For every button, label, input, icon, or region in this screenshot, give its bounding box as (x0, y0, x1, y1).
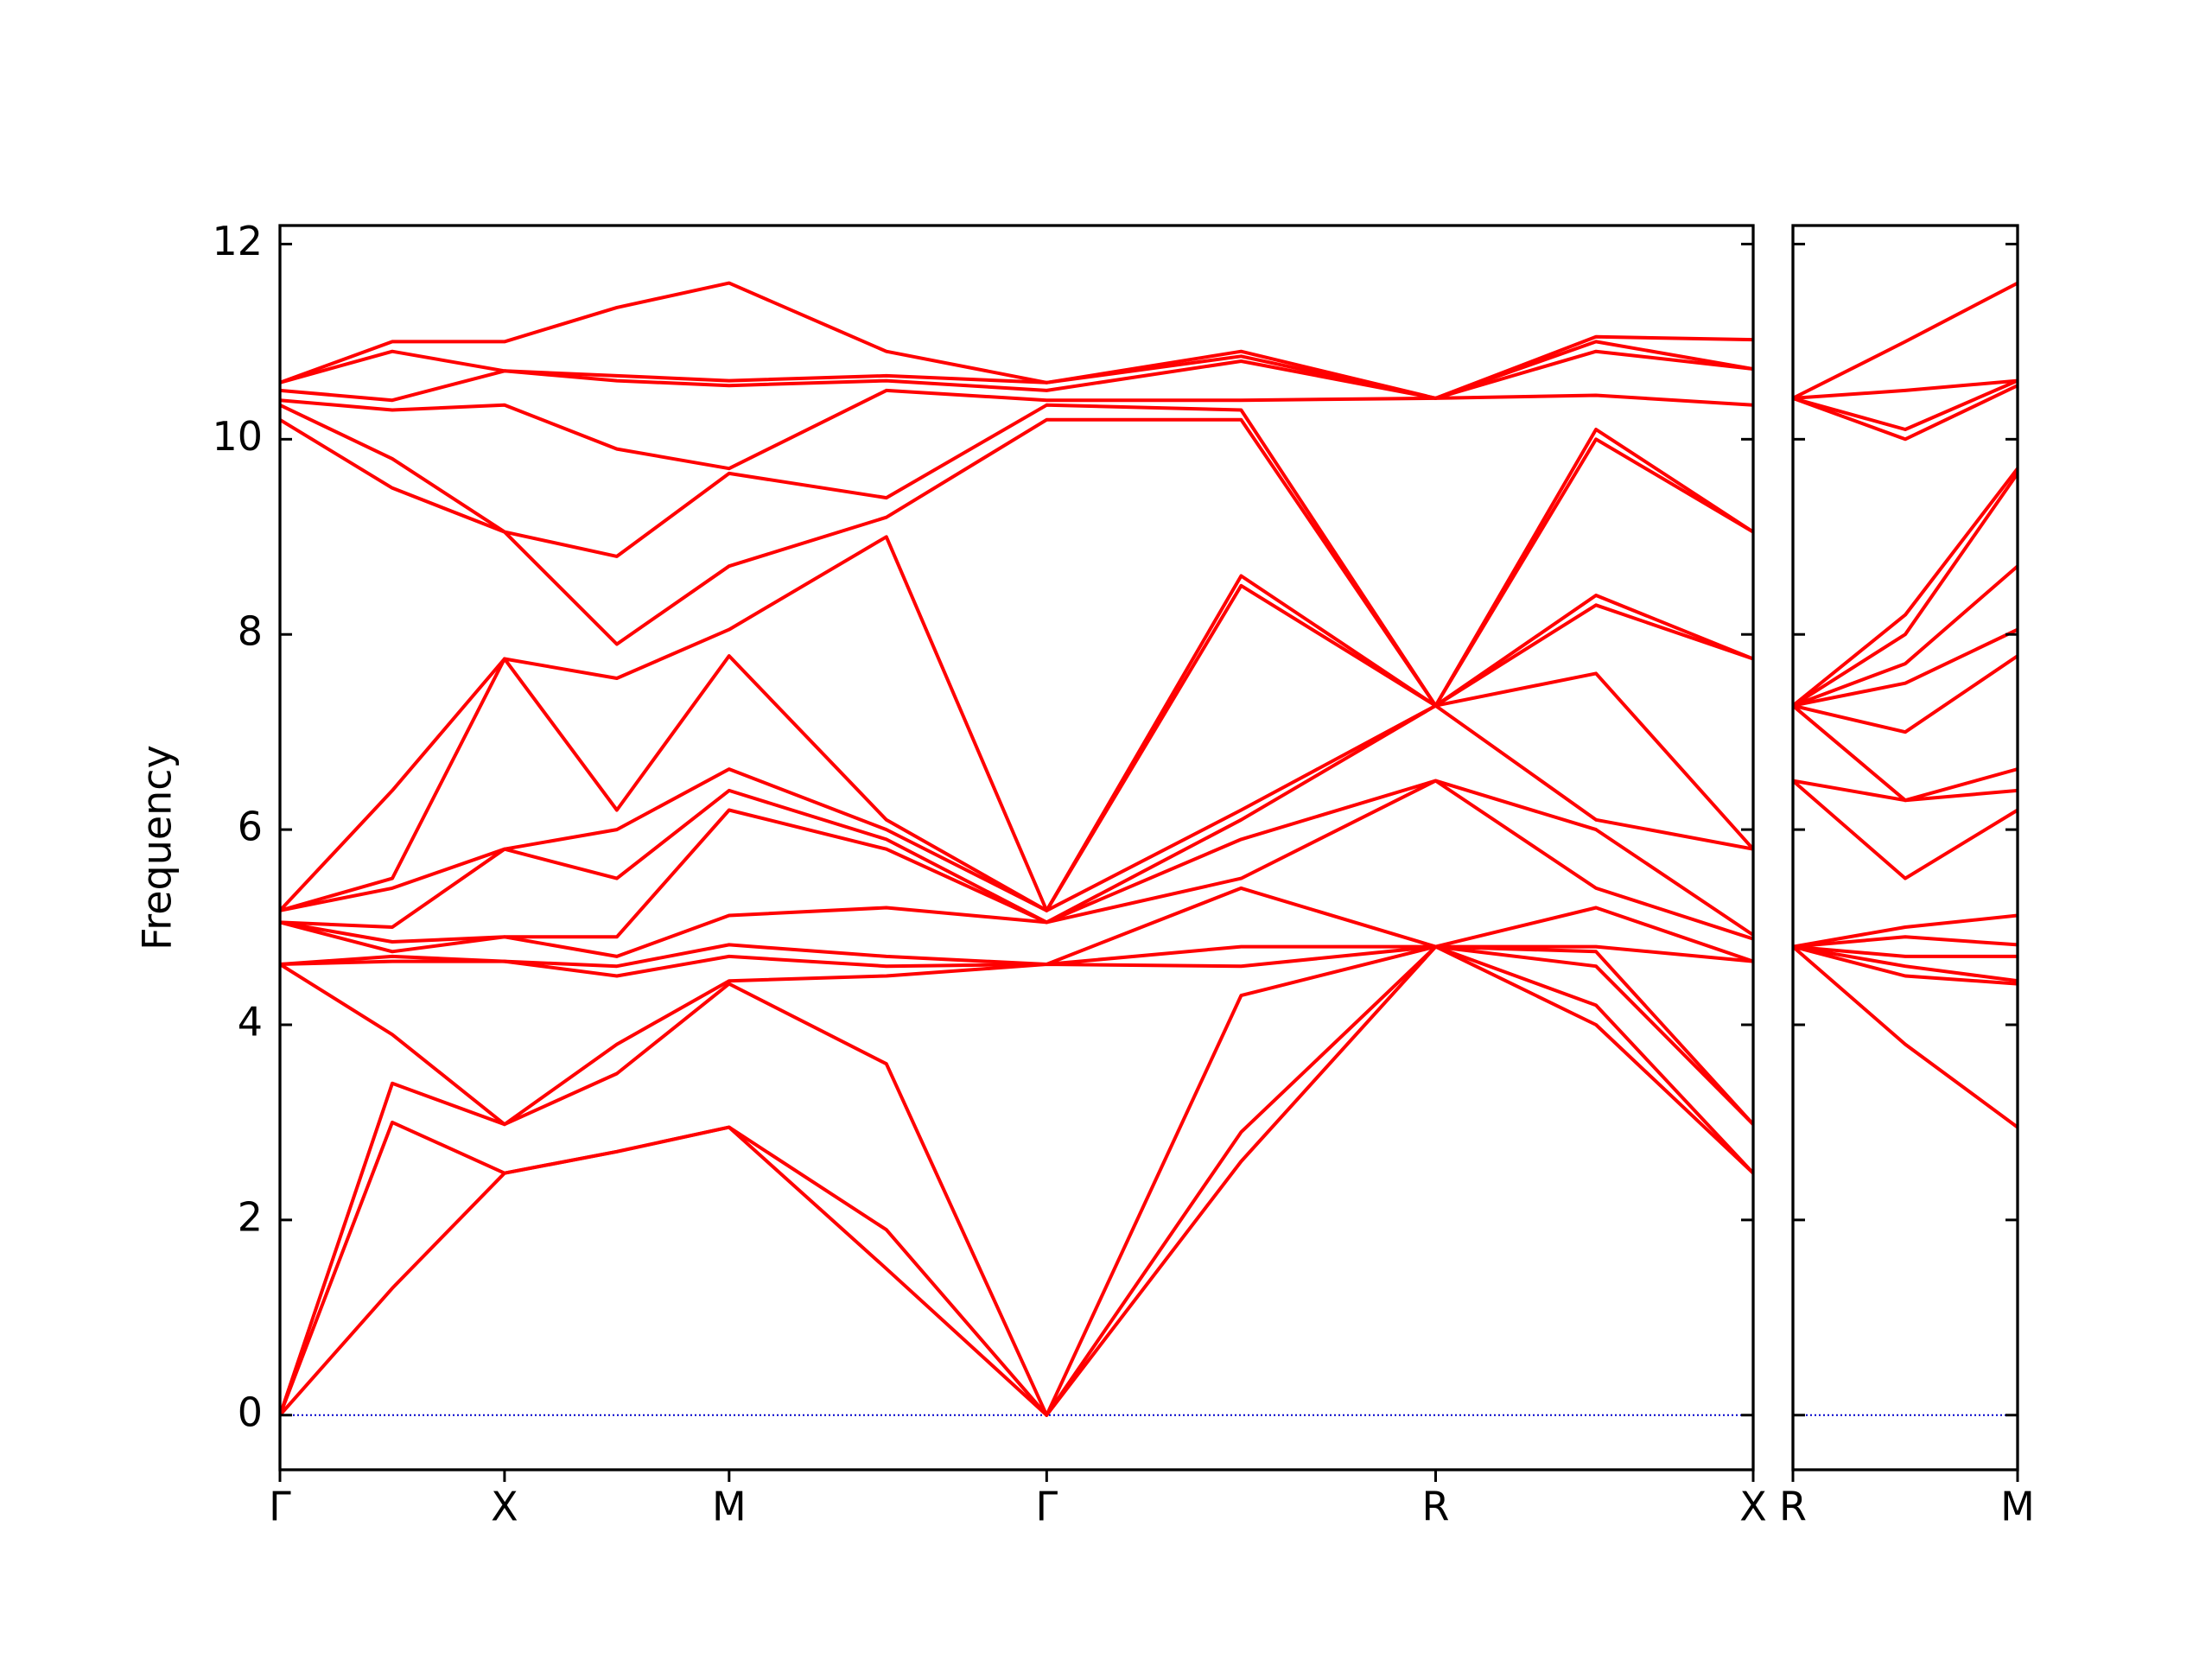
band-line (280, 779, 1753, 944)
band-line (1793, 913, 2018, 949)
band-line (280, 671, 1753, 912)
band-line (280, 583, 1753, 912)
x-tick-label: X (491, 1484, 518, 1530)
y-tick-label: 0 (238, 1389, 263, 1435)
band-line (280, 403, 1753, 708)
band-line (1793, 281, 2018, 400)
band-line (1793, 704, 2018, 803)
band-line (280, 703, 1753, 929)
y-tick-label: 12 (212, 218, 263, 264)
band-line (1793, 384, 2018, 442)
band-line (280, 349, 1753, 403)
band-line (1793, 935, 2018, 949)
x-tick-label: Γ (1036, 1484, 1058, 1530)
plot-frame (278, 224, 1755, 1471)
x-tick-label: R (1779, 1484, 1807, 1530)
band-line (280, 886, 1753, 969)
band-line (1793, 944, 2018, 983)
x-tick-label: M (712, 1484, 747, 1530)
bands (1793, 281, 2018, 1129)
band-line (1793, 654, 2018, 734)
x-tick-label: Γ (269, 1484, 291, 1530)
band-line (1793, 564, 2018, 708)
band-line (280, 779, 1753, 958)
band-line (1793, 378, 2018, 431)
band-line (1793, 779, 2018, 803)
y-tick-label: 2 (238, 1193, 263, 1240)
plot-frame (1791, 224, 2019, 1471)
band-line (280, 388, 1753, 471)
band-line (280, 944, 1753, 1127)
x-tick-label: M (2000, 1484, 2035, 1530)
band-line (1793, 779, 2018, 880)
y-tick-label: 6 (238, 804, 263, 850)
x-tick-label: R (1422, 1484, 1450, 1530)
x-tick-label: X (1739, 1484, 1767, 1530)
band-line (1793, 627, 2018, 708)
band-line (1793, 467, 2018, 708)
band-line (1793, 944, 2018, 986)
band-line (280, 944, 1753, 1417)
bands (280, 281, 1753, 1417)
band-line (1793, 945, 2018, 1129)
band-line (280, 535, 1753, 912)
y-tick-label: 10 (212, 413, 263, 460)
band-line (1793, 944, 2018, 958)
y-axis-label: Frequency (134, 745, 181, 950)
band-line (280, 944, 1753, 1417)
y-tick-label: 4 (238, 998, 263, 1045)
band-line (280, 944, 1753, 1417)
y-tick-label: 8 (238, 608, 263, 655)
band-line (280, 281, 1753, 400)
band-line (1793, 378, 2018, 400)
band-line (1793, 472, 2018, 708)
